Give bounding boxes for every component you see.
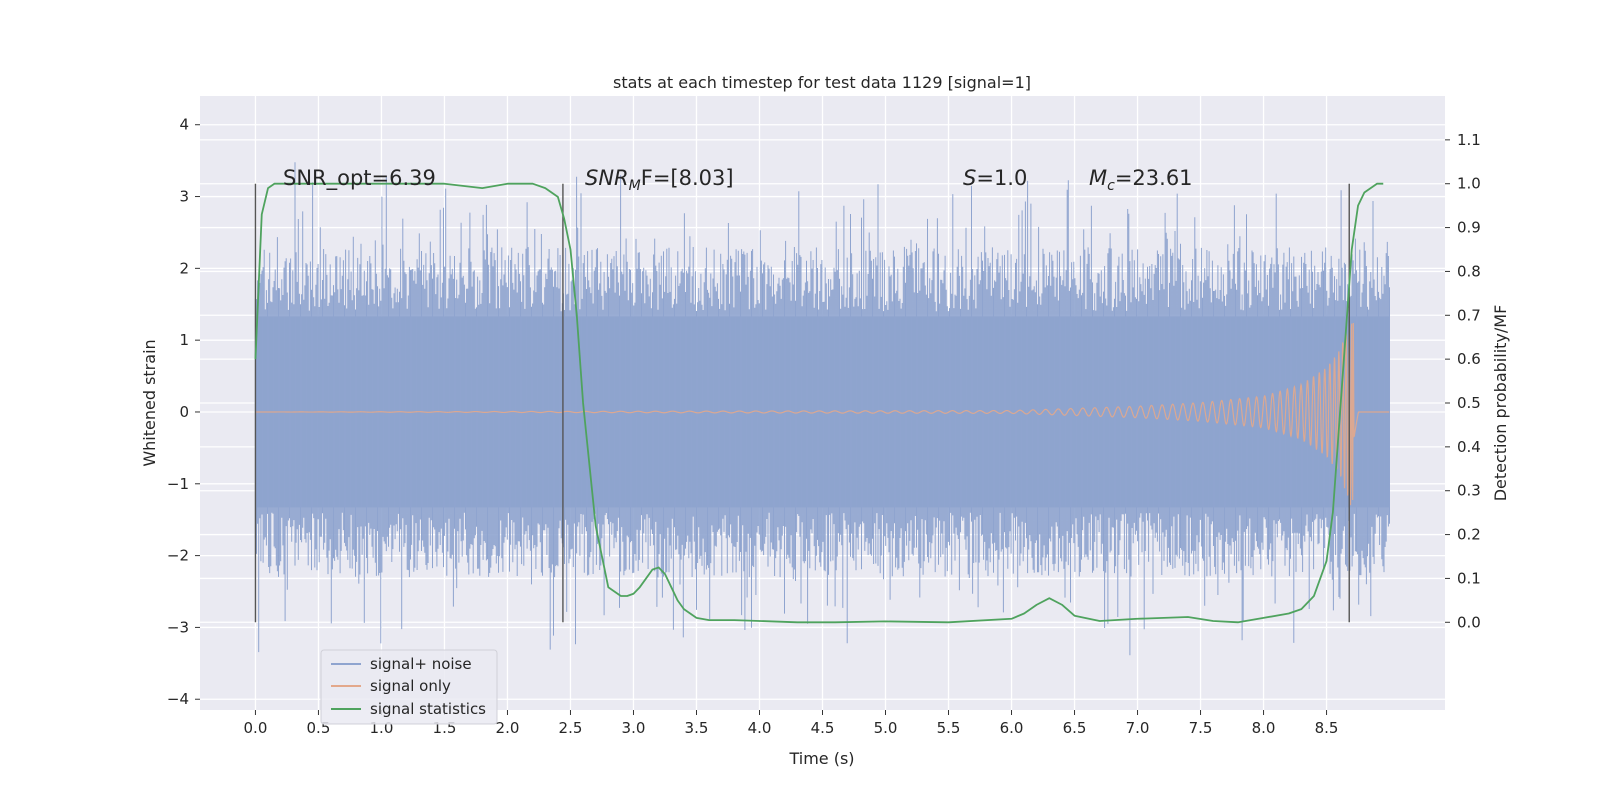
x-tick-label: 4.0 [748,719,772,737]
x-tick-label: 6.5 [1063,719,1087,737]
x-tick-label: 8.0 [1252,719,1276,737]
x-tick-label: 3.5 [685,719,709,737]
annotation-mc-rest: =23.61 [1115,166,1193,190]
x-tick-label: 3.0 [622,719,646,737]
x-tick-label: 5.5 [937,719,961,737]
y2-tick-label: 0.6 [1457,350,1481,368]
annotation-s-rest: =1.0 [976,166,1027,190]
legend-label-signal-only: signal only [370,677,451,695]
x-tick-label: 4.5 [811,719,835,737]
legend-label-signal-statistics: signal statistics [370,700,486,718]
y-tick-label: 1 [179,331,189,349]
y2-tick-label: 0.3 [1457,482,1481,500]
annotation-mc-main: M [1089,166,1107,190]
y-axis-ticks: −4 −3 −2 −1 0 1 2 3 4 [167,116,200,708]
x-tick-label: 7.5 [1189,719,1213,737]
annotations: SNR_opt=6.39 SNRMF=[8.03] S=1.0 Mc=23.61 [283,166,1193,194]
x-tick-label: 2.5 [559,719,583,737]
y2-axis-ticks: 0.0 0.1 0.2 0.3 0.4 0.5 0.6 0.7 0.8 0.9 1.0 1.1 [1445,131,1481,631]
y-tick-label: 0 [179,403,189,421]
annotation-mc: Mc=23.61 [1089,166,1193,194]
annotation-snr-mf-main: SNR [585,166,629,190]
legend-box [320,649,498,725]
y-tick-label: 3 [179,188,189,206]
y-tick-label: −1 [167,475,189,493]
annotation-snr-mf-sub: M [629,178,641,194]
x-tick-label: 8.5 [1315,719,1339,737]
y-tick-label: 4 [179,116,189,134]
y2-tick-label: 0.7 [1457,306,1481,324]
annotation-s-main: S [963,166,976,190]
y-axis-label: Whitened strain [140,339,159,466]
statistics-trace [254,182,1384,624]
annotation-s: S=1.0 [963,166,1027,190]
y-tick-label: −2 [167,547,189,565]
signal-trace [255,322,1390,506]
y2-axis-label: Detection probability/MF [1491,305,1510,502]
annotation-mc-sub: c [1107,178,1115,194]
y-tick-label: −4 [167,690,189,708]
x-tick-label: 0.0 [244,719,268,737]
x-tick-label: 2.0 [496,719,520,737]
legend-label-signal-noise: signal+ noise [370,655,472,673]
y2-tick-label: 0.5 [1457,394,1481,412]
y2-tick-label: 0.0 [1457,613,1481,631]
legend: signal+ noise signal only signal statist… [320,649,498,725]
event-markers [254,183,1350,623]
series-signal-only [255,322,1390,506]
y2-tick-label: 1.0 [1457,175,1481,193]
annotation-snr-mf: SNRMF=[8.03] [585,166,734,194]
x-tick-label: 7.0 [1126,719,1150,737]
series-signal-statistics [254,182,1384,624]
y2-tick-label: 1.1 [1457,131,1481,149]
x-tick-label: 5.0 [874,719,898,737]
y2-tick-label: 0.8 [1457,262,1481,280]
y2-tick-label: 0.2 [1457,526,1481,544]
chart-title: stats at each timestep for test data 112… [613,73,1031,92]
y-tick-label: 2 [179,259,189,277]
annotation-snr-mf-rest: F=[8.03] [641,166,734,190]
y2-tick-label: 0.9 [1457,219,1481,237]
x-axis-label: Time (s) [788,749,854,768]
x-tick-label: 6.0 [1000,719,1024,737]
y2-tick-label: 0.4 [1457,438,1481,456]
y-tick-label: −3 [167,618,189,636]
annotation-snr-opt: SNR_opt=6.39 [283,166,436,191]
y2-tick-label: 0.1 [1457,569,1481,587]
